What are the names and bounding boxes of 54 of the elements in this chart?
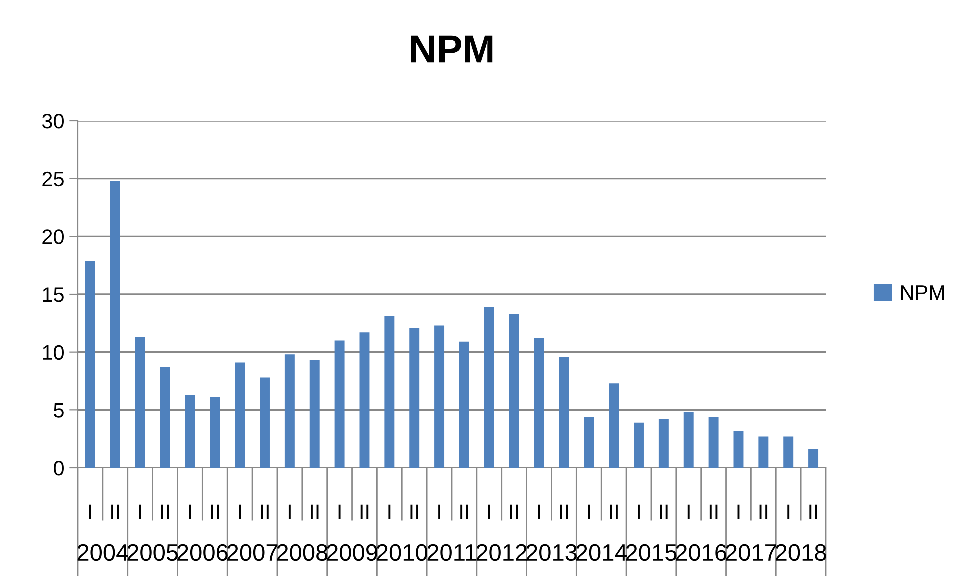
text: 2010: [377, 544, 428, 562]
y-tick-label: 0: [54, 461, 64, 476]
text: 2008: [277, 544, 328, 562]
y-tick-label: 25: [42, 172, 64, 187]
x-tick-label: II: [112, 504, 120, 520]
x-tick-label: II: [560, 504, 568, 520]
x-tick-label: II: [311, 504, 319, 520]
text: 2012: [476, 544, 527, 562]
x-tick-label: II: [710, 504, 718, 520]
text: 2006: [178, 544, 228, 562]
x-tick-label: II: [161, 504, 170, 520]
x-tick-label: II: [760, 504, 768, 520]
x-tick-label: I: [738, 504, 740, 520]
text: 2016: [676, 544, 727, 562]
text: 2004: [78, 544, 129, 562]
x-tick-label: I: [788, 504, 790, 520]
x-tick-label: I: [388, 504, 391, 520]
text: 2011: [428, 544, 476, 562]
text: 2015: [626, 544, 677, 562]
text: 2005: [128, 544, 178, 562]
x-tick-label: I: [538, 504, 540, 520]
y-tick-label: 20: [42, 230, 64, 244]
x-tick-label: I: [89, 504, 92, 520]
x-tick-label: I: [189, 504, 192, 520]
text: 2013: [526, 544, 577, 562]
x-tick-label: I: [288, 504, 291, 520]
x-tick-label: II: [261, 504, 269, 520]
x-tick-label: I: [688, 504, 690, 520]
y-tick-label: 15: [43, 288, 64, 302]
y-tick-label: 10: [43, 345, 64, 360]
x-tick-label: II: [460, 504, 468, 520]
x-tick-label: II: [660, 504, 668, 520]
x-tick-label: I: [239, 504, 242, 520]
x-tick-label: I: [139, 504, 142, 520]
x-tick-label: I: [488, 504, 490, 520]
x-tick-label: I: [338, 504, 341, 520]
x-tick-label: I: [588, 504, 590, 520]
y-tick-label: 5: [54, 403, 64, 418]
x-tick-label: II: [510, 504, 518, 520]
x-tick-label: II: [610, 504, 618, 520]
text: 2017: [726, 544, 776, 562]
text: 2009: [327, 544, 378, 562]
y-tick-label: 30: [42, 114, 64, 129]
x-tick-label: I: [438, 504, 441, 520]
text: 2018: [776, 544, 826, 562]
chart-title: NPM: [411, 36, 493, 63]
x-tick-label: I: [638, 504, 640, 520]
text: 2007: [227, 544, 278, 562]
x-tick-label: II: [211, 504, 219, 520]
x-tick-label: II: [360, 504, 369, 520]
x-tick-label: II: [410, 504, 418, 520]
text: 2014: [576, 544, 628, 562]
x-tick-label: II: [810, 504, 818, 520]
legend-label: NPM: [901, 286, 944, 300]
